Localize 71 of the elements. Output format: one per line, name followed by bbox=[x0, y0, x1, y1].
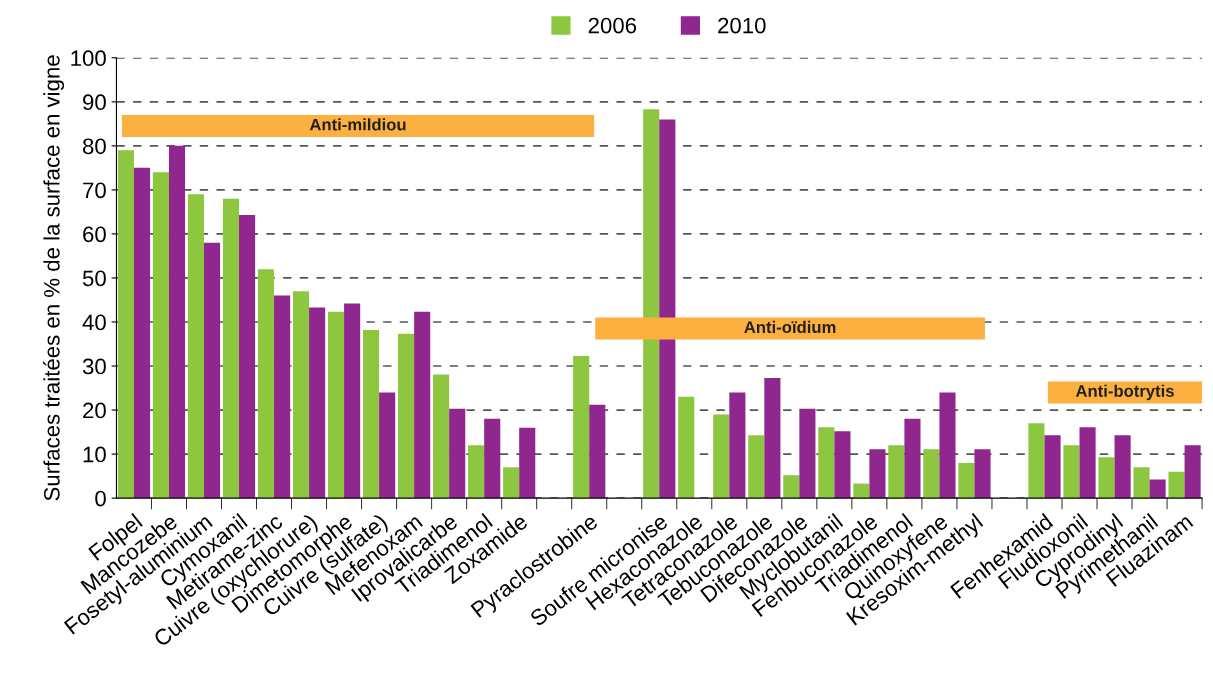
bar bbox=[468, 445, 485, 499]
bar bbox=[1184, 445, 1201, 499]
bar bbox=[484, 418, 501, 499]
bar bbox=[362, 329, 380, 499]
bar bbox=[344, 303, 361, 499]
bar bbox=[748, 435, 765, 499]
bar bbox=[643, 109, 660, 499]
y-tick-label: 60 bbox=[83, 226, 106, 243]
bar bbox=[923, 449, 940, 499]
bar bbox=[1149, 479, 1166, 499]
y-tick-label: 10 bbox=[83, 446, 106, 463]
bar bbox=[1168, 471, 1185, 499]
bar bbox=[939, 392, 956, 499]
bar bbox=[958, 462, 975, 499]
bar bbox=[168, 145, 186, 499]
y-tick-label: 90 bbox=[83, 94, 106, 111]
y-tick-label: 30 bbox=[82, 358, 106, 375]
bar bbox=[187, 194, 204, 499]
annotation: Anti-mildiou bbox=[309, 118, 406, 131]
bar bbox=[678, 396, 695, 499]
bar bbox=[589, 404, 606, 499]
bar bbox=[974, 449, 991, 499]
bar bbox=[1063, 445, 1080, 499]
y-tick-label: 0 bbox=[95, 490, 106, 507]
y-tick-label: 40 bbox=[82, 314, 106, 331]
bar bbox=[1028, 423, 1045, 499]
bar bbox=[257, 269, 275, 499]
bar bbox=[222, 198, 240, 499]
bar bbox=[834, 431, 851, 499]
bar bbox=[519, 427, 536, 499]
legend-label: 2006 bbox=[588, 17, 637, 34]
bar bbox=[713, 414, 730, 499]
bar bbox=[904, 418, 921, 499]
bar bbox=[573, 355, 590, 499]
bar bbox=[152, 172, 169, 499]
bar bbox=[1133, 467, 1150, 499]
bar bbox=[729, 392, 746, 499]
annotation: Anti-oïdium bbox=[744, 320, 836, 334]
bar bbox=[764, 377, 781, 499]
bar bbox=[1114, 435, 1131, 499]
bar bbox=[799, 408, 816, 499]
bar bbox=[379, 392, 396, 499]
bar bbox=[1044, 435, 1061, 499]
y-tick-label: 100 bbox=[71, 50, 106, 67]
bar bbox=[309, 307, 326, 499]
bar bbox=[1098, 457, 1115, 499]
bar bbox=[292, 291, 310, 499]
bar bbox=[433, 374, 450, 499]
bar bbox=[659, 119, 676, 499]
y-tick-label: 20 bbox=[83, 402, 106, 419]
bar bbox=[503, 467, 520, 499]
bar bbox=[327, 311, 345, 499]
bar bbox=[818, 427, 835, 499]
y-axis-title: Surfaces traitées en % de la surface en vigne bbox=[43, 55, 65, 501]
bar bbox=[239, 214, 256, 499]
bar bbox=[204, 242, 221, 499]
y-tick-label: 70 bbox=[83, 182, 106, 199]
bar bbox=[398, 333, 415, 499]
bar bbox=[133, 167, 151, 499]
bar bbox=[783, 475, 800, 499]
bar bbox=[1079, 427, 1096, 499]
bar bbox=[117, 150, 134, 499]
bar bbox=[888, 445, 905, 499]
y-tick-label: 50 bbox=[82, 270, 106, 287]
bar bbox=[869, 449, 886, 499]
legend-label: 2010 bbox=[718, 17, 766, 34]
bar bbox=[414, 311, 431, 499]
annotation: Anti-botrytis bbox=[1075, 384, 1174, 401]
bar bbox=[449, 408, 466, 499]
y-tick-label: 80 bbox=[82, 138, 106, 155]
bar bbox=[274, 295, 291, 499]
